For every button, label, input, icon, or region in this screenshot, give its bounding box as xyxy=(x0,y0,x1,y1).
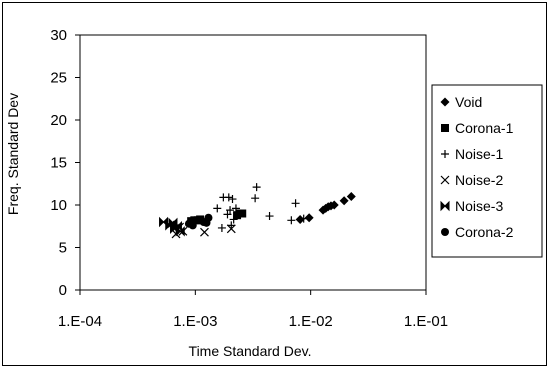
axes xyxy=(79,34,427,291)
y-tick-label: 30 xyxy=(50,27,67,44)
point-noise-3 xyxy=(172,221,182,232)
legend-label-corona-1: Corona-1 xyxy=(455,120,514,136)
legend-marker-noise-1 xyxy=(441,150,449,158)
legend-label-corona-2: Corona-2 xyxy=(455,224,514,240)
y-tick-label: 20 xyxy=(50,112,67,129)
y-ticks: 0 5 10 15 20 25 30 xyxy=(50,27,80,299)
point-corona-2 xyxy=(204,213,213,222)
point-noise-2 xyxy=(200,227,209,237)
y-tick-label: 0 xyxy=(59,282,67,299)
legend-marker-noise-3 xyxy=(440,200,450,212)
x-tick-label: 1.E-02 xyxy=(289,313,333,330)
y-tick-label: 25 xyxy=(50,70,67,87)
chart-frame xyxy=(2,2,547,366)
x-ticks: 1.E-04 1.E-03 1.E-02 1.E-01 xyxy=(58,290,448,330)
point-noise-1 xyxy=(287,216,296,225)
point-noise-1 xyxy=(291,199,300,208)
data-points xyxy=(159,183,356,239)
legend: Void Corona-1 Noise-1 Noise-2 Noise-3 Corona-… xyxy=(431,84,543,258)
point-noise-1 xyxy=(224,193,233,202)
point-noise-3 xyxy=(159,216,169,228)
legend-box xyxy=(431,84,543,258)
point-void xyxy=(295,214,305,224)
legend-marker-corona-1 xyxy=(441,124,449,132)
point-noise-1 xyxy=(213,204,222,213)
point-noise-1 xyxy=(231,204,240,213)
point-noise-1 xyxy=(265,212,274,221)
point-noise-2 xyxy=(226,224,236,234)
point-corona-2 xyxy=(188,221,197,230)
point-void xyxy=(346,192,356,201)
point-void xyxy=(304,213,314,223)
y-tick-label: 10 xyxy=(50,197,67,214)
point-noise-1 xyxy=(226,206,235,215)
point-corona-1 xyxy=(238,209,247,218)
point-noise-1 xyxy=(252,183,261,192)
x-tick-label: 1.E-04 xyxy=(58,313,102,330)
legend-label-void: Void xyxy=(455,94,482,110)
x-tick-label: 1.E-01 xyxy=(404,313,448,330)
point-void xyxy=(339,196,349,206)
point-noise-1 xyxy=(229,215,238,224)
legend-label-noise-1: Noise-1 xyxy=(455,146,503,162)
point-noise-3 xyxy=(175,226,185,237)
point-noise-1 xyxy=(217,223,226,232)
y-tick-label: 15 xyxy=(50,155,67,172)
legend-marker-noise-2 xyxy=(440,175,450,185)
point-void xyxy=(329,200,339,210)
legend-label-noise-2: Noise-2 xyxy=(455,172,503,188)
legend-label-noise-3: Noise-3 xyxy=(455,198,503,214)
point-noise-1 xyxy=(251,194,260,203)
point-noise-1 xyxy=(228,195,237,204)
plot-area xyxy=(79,34,427,291)
x-tick-label: 1.E-03 xyxy=(173,313,217,330)
legend-marker-void xyxy=(440,97,450,107)
y-tick-label: 5 xyxy=(59,240,67,257)
x-axis-title: Time Standard Dev. xyxy=(189,343,312,359)
point-noise-1 xyxy=(299,214,308,223)
legend-marker-corona-2 xyxy=(441,228,449,236)
legend-items: Void Corona-1 Noise-1 Noise-2 Noise-3 Corona-… xyxy=(440,94,514,240)
y-axis-title: Freq. Standard Dev xyxy=(5,93,21,215)
point-noise-1 xyxy=(223,210,232,219)
